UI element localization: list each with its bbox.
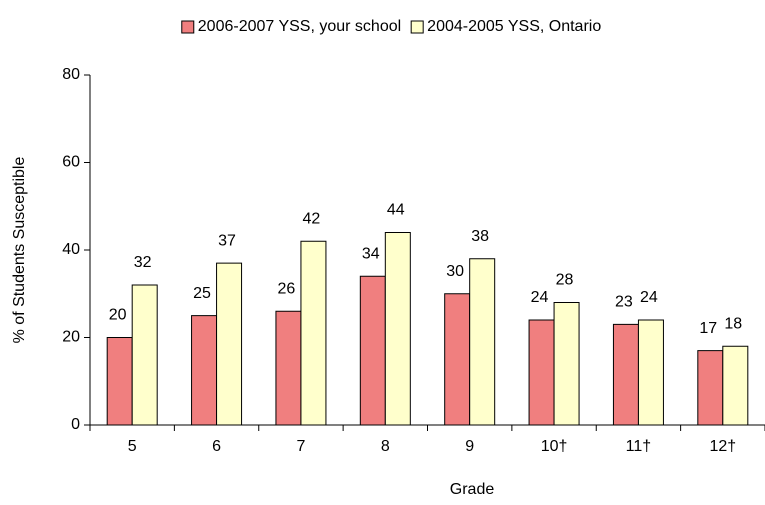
value-label: 24	[531, 289, 549, 306]
x-tick-label: 11†	[626, 438, 652, 455]
value-label: 28	[556, 272, 574, 289]
x-tick-label: 6	[212, 438, 221, 455]
value-label: 30	[446, 263, 464, 280]
value-label: 18	[724, 315, 742, 332]
bar	[106, 337, 133, 426]
y-tick-label: 0	[71, 416, 80, 433]
y-axis-label: % of Students Susceptible	[11, 157, 28, 344]
value-label: 17	[699, 320, 717, 337]
x-tick-label: 10†	[541, 438, 568, 455]
bar	[637, 319, 664, 426]
legend-label: 2004-2005 YSS, Ontario	[427, 18, 601, 35]
bar	[216, 262, 243, 426]
value-label: 23	[615, 294, 633, 311]
x-axis-label: Grade	[450, 481, 495, 498]
x-tick-label: 12†	[709, 438, 736, 455]
value-label: 26	[278, 280, 296, 297]
legend-swatch	[181, 20, 195, 34]
y-tick-label: 60	[62, 154, 80, 171]
bar	[722, 345, 749, 426]
bar	[697, 350, 724, 426]
value-label: 37	[218, 232, 236, 249]
value-label: 38	[471, 228, 489, 245]
value-label: 42	[303, 210, 321, 227]
y-tick-label: 20	[62, 329, 80, 346]
bar	[469, 258, 496, 426]
bar	[191, 315, 218, 426]
bar	[553, 302, 580, 426]
x-tick-label: 9	[465, 438, 474, 455]
y-tick-label: 80	[62, 66, 80, 83]
bar	[359, 275, 386, 426]
y-tick-label: 40	[62, 241, 80, 258]
bar	[300, 240, 327, 426]
bar	[444, 293, 471, 426]
value-label: 32	[134, 254, 152, 271]
bar	[384, 232, 411, 426]
bar	[528, 319, 555, 426]
x-tick-label: 7	[296, 438, 305, 455]
bar	[275, 310, 302, 426]
value-label: 24	[640, 289, 658, 306]
value-label: 20	[109, 307, 127, 324]
x-tick-label: 5	[128, 438, 137, 455]
value-label: 44	[387, 202, 405, 219]
x-tick-label: 8	[381, 438, 390, 455]
value-label: 34	[362, 245, 380, 262]
legend-swatch	[410, 20, 424, 34]
bar	[131, 284, 158, 426]
value-label: 25	[193, 285, 211, 302]
bar	[612, 323, 639, 426]
legend-label: 2006-2007 YSS, your school	[198, 18, 401, 35]
